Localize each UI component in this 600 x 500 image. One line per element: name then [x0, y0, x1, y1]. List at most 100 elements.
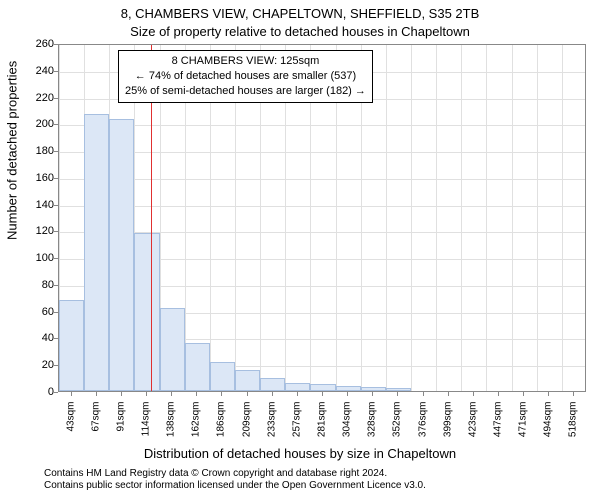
histogram-bar	[185, 343, 210, 391]
histogram-bar	[285, 383, 310, 391]
y-tick-mark	[54, 71, 58, 72]
y-tick-mark	[54, 365, 58, 366]
x-tick-mark	[573, 392, 574, 396]
gridline-vertical	[486, 45, 487, 391]
annotation-line-larger: 25% of semi-detached houses are larger (…	[125, 84, 366, 99]
y-tick-label: 240	[32, 65, 54, 77]
x-tick-mark	[523, 392, 524, 396]
gridline-horizontal	[59, 152, 585, 153]
histogram-bar	[260, 378, 285, 391]
x-tick-mark	[498, 392, 499, 396]
annotation-box: 8 CHAMBERS VIEW: 125sqm ← 74% of detache…	[118, 50, 373, 103]
y-tick-label: 100	[32, 252, 54, 264]
y-tick-mark	[54, 205, 58, 206]
x-tick-mark	[397, 392, 398, 396]
annotation-line-value: 8 CHAMBERS VIEW: 125sqm	[125, 54, 366, 69]
histogram-bar	[84, 114, 109, 391]
histogram-bar	[336, 386, 361, 391]
x-tick-label: 352sqm	[392, 402, 403, 452]
x-tick-mark	[71, 392, 72, 396]
y-tick-label: 120	[32, 225, 54, 237]
x-tick-mark	[322, 392, 323, 396]
gridline-vertical	[461, 45, 462, 391]
x-tick-mark	[347, 392, 348, 396]
x-tick-label: 494sqm	[543, 402, 554, 452]
x-tick-mark	[196, 392, 197, 396]
x-tick-mark	[96, 392, 97, 396]
histogram-bar	[134, 233, 159, 391]
gridline-horizontal	[59, 206, 585, 207]
x-tick-label: 138sqm	[166, 402, 177, 452]
histogram-bar	[160, 308, 185, 391]
gridline-vertical	[386, 45, 387, 391]
x-tick-label: 399sqm	[442, 402, 453, 452]
gridline-horizontal	[59, 125, 585, 126]
y-tick-mark	[54, 124, 58, 125]
y-tick-label: 200	[32, 118, 54, 130]
footer-line2: Contains public sector information licen…	[44, 480, 590, 492]
chart-subtitle: Size of property relative to detached ho…	[0, 24, 600, 39]
x-tick-label: 186sqm	[216, 402, 227, 452]
y-tick-label: 260	[32, 38, 54, 50]
x-tick-mark	[548, 392, 549, 396]
y-tick-label: 220	[32, 92, 54, 104]
x-tick-label: 471sqm	[518, 402, 529, 452]
histogram-bar	[235, 370, 260, 391]
y-tick-mark	[54, 338, 58, 339]
x-tick-mark	[272, 392, 273, 396]
histogram-bar	[310, 384, 335, 391]
histogram-bar	[386, 388, 411, 391]
x-tick-label: 209sqm	[241, 402, 252, 452]
y-axis-label: Number of detached properties	[5, 61, 20, 240]
histogram-bar	[210, 362, 235, 391]
y-tick-mark	[54, 98, 58, 99]
gridline-vertical	[436, 45, 437, 391]
x-tick-mark	[473, 392, 474, 396]
x-tick-label: 114sqm	[141, 402, 152, 452]
x-tick-label: 328sqm	[367, 402, 378, 452]
x-tick-mark	[423, 392, 424, 396]
x-tick-mark	[171, 392, 172, 396]
x-tick-label: 447sqm	[493, 402, 504, 452]
y-tick-mark	[54, 285, 58, 286]
x-tick-label: 518sqm	[568, 402, 579, 452]
x-tick-mark	[121, 392, 122, 396]
gridline-vertical	[512, 45, 513, 391]
y-tick-label: 160	[32, 172, 54, 184]
y-tick-mark	[54, 44, 58, 45]
histogram-bar	[109, 119, 134, 391]
chart-title-address: 8, CHAMBERS VIEW, CHAPELTOWN, SHEFFIELD,…	[0, 6, 600, 21]
x-tick-label: 91sqm	[115, 402, 126, 452]
y-tick-label: 80	[32, 279, 54, 291]
y-tick-label: 0	[32, 386, 54, 398]
y-tick-label: 180	[32, 145, 54, 157]
x-tick-label: 67sqm	[90, 402, 101, 452]
y-tick-label: 140	[32, 199, 54, 211]
x-tick-mark	[448, 392, 449, 396]
gridline-vertical	[411, 45, 412, 391]
y-tick-label: 40	[32, 332, 54, 344]
x-tick-mark	[247, 392, 248, 396]
x-tick-mark	[221, 392, 222, 396]
annotation-line-smaller: ← 74% of detached houses are smaller (53…	[125, 69, 366, 84]
x-tick-label: 233sqm	[266, 402, 277, 452]
footer-attribution: Contains HM Land Registry data © Crown c…	[44, 468, 590, 492]
y-tick-mark	[54, 178, 58, 179]
histogram-bar	[361, 387, 386, 391]
y-tick-mark	[54, 151, 58, 152]
footer-line1: Contains HM Land Registry data © Crown c…	[44, 468, 590, 480]
x-tick-label: 257sqm	[291, 402, 302, 452]
gridline-horizontal	[59, 179, 585, 180]
y-tick-label: 60	[32, 306, 54, 318]
y-tick-mark	[54, 258, 58, 259]
x-tick-mark	[297, 392, 298, 396]
y-tick-label: 20	[32, 359, 54, 371]
y-tick-mark	[54, 231, 58, 232]
y-tick-mark	[54, 312, 58, 313]
x-tick-label: 43sqm	[65, 402, 76, 452]
gridline-vertical	[537, 45, 538, 391]
x-tick-label: 304sqm	[342, 402, 353, 452]
y-tick-mark	[54, 392, 58, 393]
x-tick-label: 423sqm	[467, 402, 478, 452]
x-tick-label: 162sqm	[191, 402, 202, 452]
